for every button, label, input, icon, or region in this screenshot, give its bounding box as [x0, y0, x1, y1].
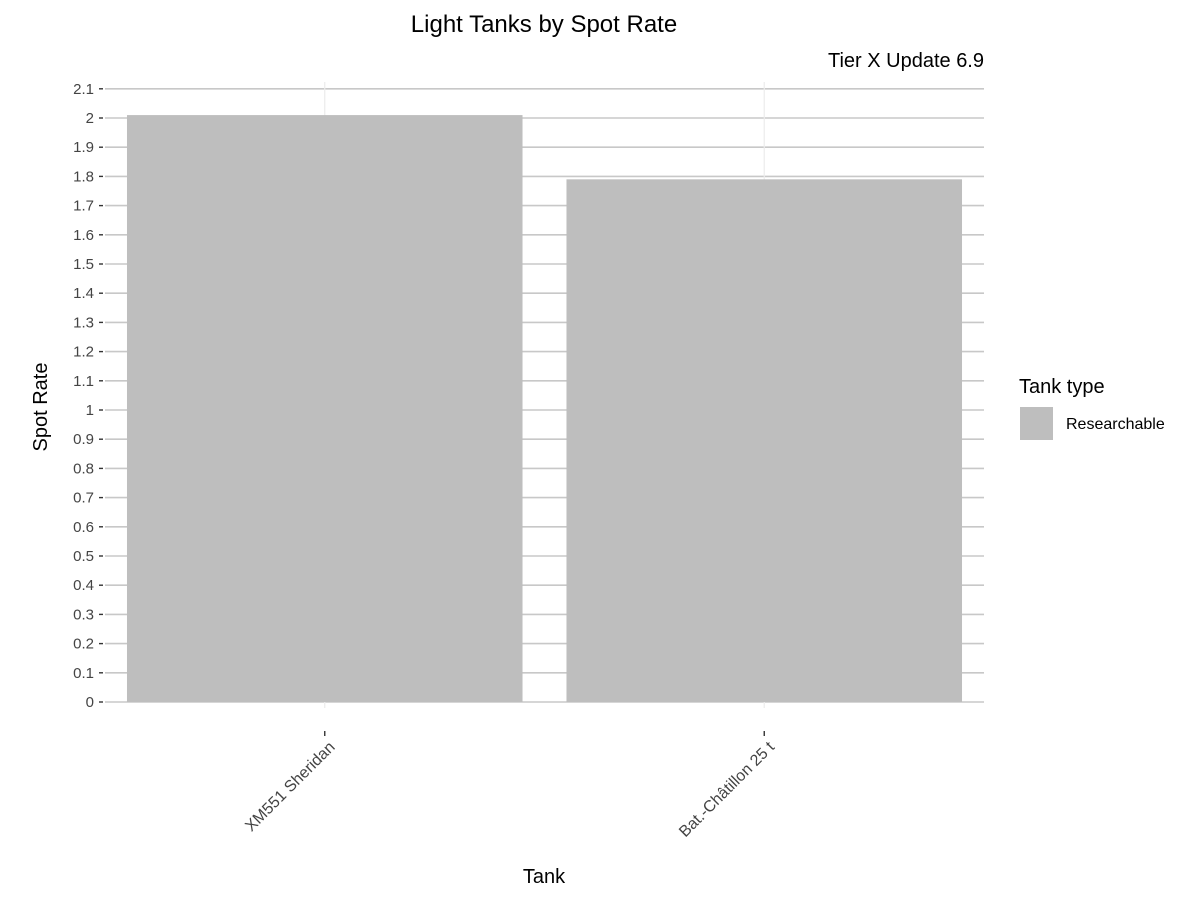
- x-tick-label: Bat.-Châtillon 25 t: [676, 738, 778, 840]
- y-tick-label: 0.7: [73, 490, 94, 507]
- y-tick-label: 1.6: [73, 227, 94, 244]
- y-tick-label: 0.4: [73, 577, 94, 594]
- y-tick-label: 0.8: [73, 460, 94, 477]
- bar-1: [126, 115, 523, 702]
- y-tick-label: 1: [86, 402, 94, 419]
- y-tick-label: 2.1: [73, 81, 94, 98]
- y-axis: 0 0.1 0.2 0.3 0.4 0.5 0.6 0.7 0.8 0.9 1 1.1 1.2 1.3 1.…: [73, 81, 103, 711]
- y-tick-label: 0.3: [73, 606, 94, 623]
- y-tick-label: 1.8: [73, 168, 94, 185]
- y-tick-label: 1.3: [73, 314, 94, 331]
- y-tick-label: 0.6: [73, 519, 94, 536]
- y-tick-label: 0.5: [73, 548, 94, 565]
- y-axis-label: Spot Rate: [30, 363, 52, 452]
- y-tick-label: 0: [86, 694, 94, 711]
- y-tick-label: 2: [86, 110, 94, 127]
- x-tick-label: XM551 Sheridan: [242, 739, 338, 835]
- y-tick-label: 0.9: [73, 431, 94, 448]
- chart-subtitle: Tier X Update 6.9: [828, 50, 984, 72]
- legend-entries: Researchable: [1020, 407, 1165, 440]
- legend: Tank type Researchable: [1019, 376, 1165, 440]
- x-axis-label: Tank: [523, 866, 566, 888]
- y-tick-label: 1.4: [73, 285, 94, 302]
- y-tick-label: 1.2: [73, 344, 94, 361]
- legend-title: Tank type: [1019, 376, 1105, 398]
- chart-title: Light Tanks by Spot Rate: [411, 11, 677, 38]
- y-tick-label: 1.9: [73, 139, 94, 156]
- y-tick-label: 1.1: [73, 373, 94, 390]
- legend-swatch: [1020, 407, 1053, 440]
- y-tick-label: 0.2: [73, 636, 94, 653]
- x-axis: XM551 Sheridan Bat.-Châtillon 25 t: [242, 731, 778, 841]
- y-tick-label: 1.7: [73, 198, 94, 215]
- y-tick-label: 0.1: [73, 665, 94, 682]
- bars: [126, 115, 963, 702]
- bar-2: [566, 179, 963, 702]
- y-tick-label: 1.5: [73, 256, 94, 273]
- legend-label: Researchable: [1066, 416, 1165, 433]
